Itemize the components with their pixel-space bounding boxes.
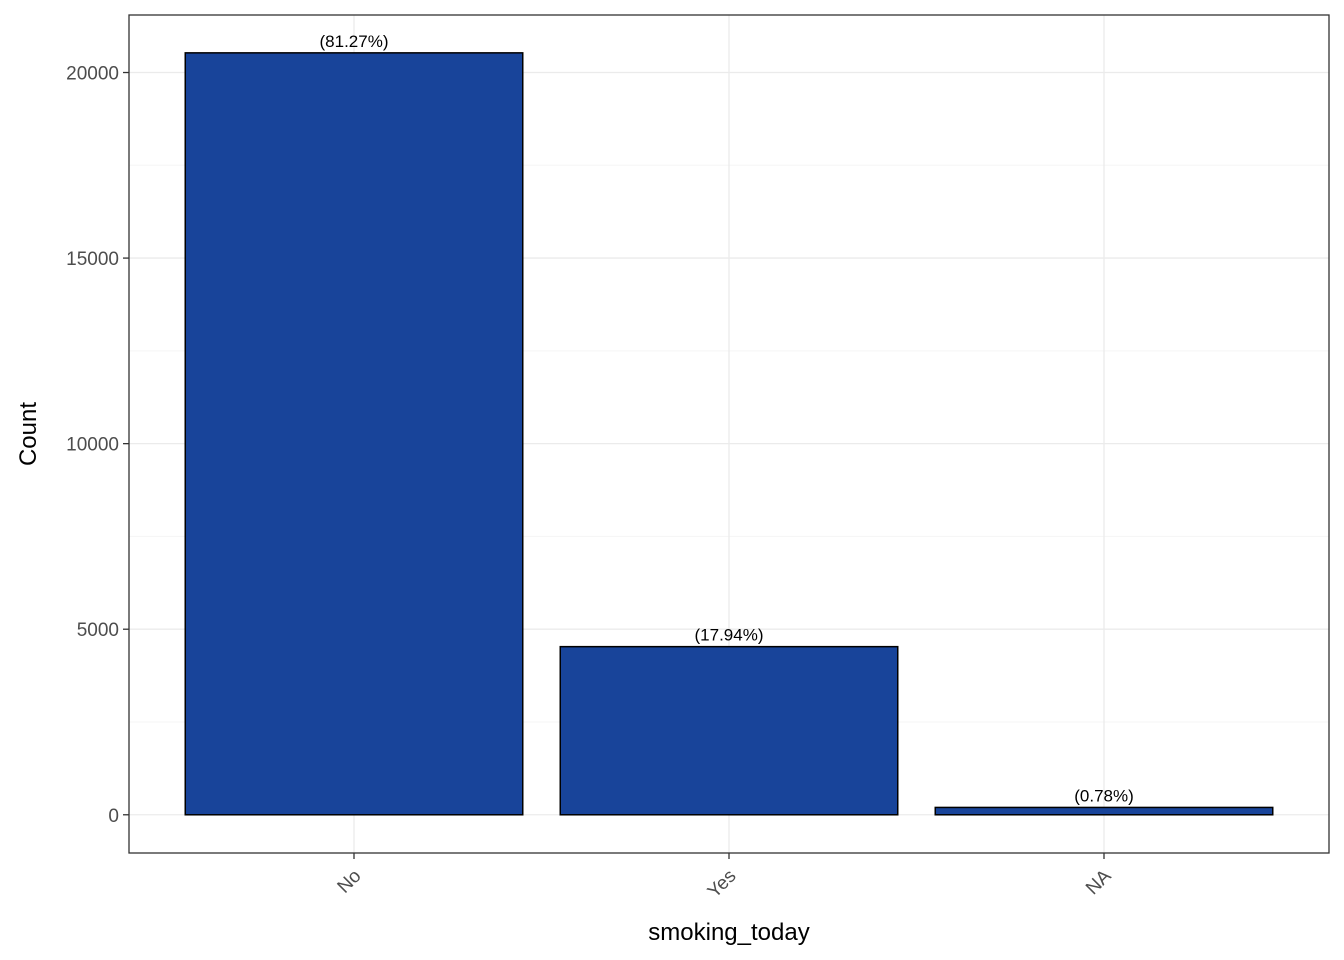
x-tick-label: No: [334, 866, 366, 898]
bar-value-label: (17.94%): [695, 626, 764, 645]
y-tick-label: 20000: [66, 64, 119, 85]
x-tick-label: NA: [1082, 865, 1116, 899]
bar-labels: (81.27%) (17.94%) (0.78%): [320, 32, 1134, 806]
bar-value-label: (0.78%): [1074, 786, 1134, 805]
bars: [184, 52, 1274, 816]
bar-na: [934, 806, 1274, 816]
bar-yes: [559, 645, 899, 816]
x-axis: No Yes NA: [334, 853, 1116, 902]
x-tick-label: Yes: [704, 866, 741, 903]
y-tick-label: 15000: [66, 249, 119, 270]
x-axis-title: smoking_today: [648, 919, 809, 946]
y-tick-label: 10000: [66, 435, 119, 456]
y-axis: 0 5000 10000 15000 20000: [66, 64, 129, 827]
bar-value-label: (81.27%): [320, 32, 389, 51]
y-axis-title: Count: [15, 402, 42, 466]
y-tick-label: 5000: [77, 620, 119, 641]
y-tick-label: 0: [108, 806, 119, 827]
bar-no: [184, 52, 524, 816]
